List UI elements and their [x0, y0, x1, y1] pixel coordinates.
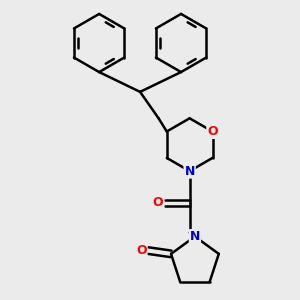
- Text: O: O: [153, 196, 163, 209]
- Text: O: O: [207, 125, 218, 138]
- Text: N: N: [190, 230, 200, 243]
- Text: N: N: [184, 165, 195, 178]
- Text: O: O: [136, 244, 147, 257]
